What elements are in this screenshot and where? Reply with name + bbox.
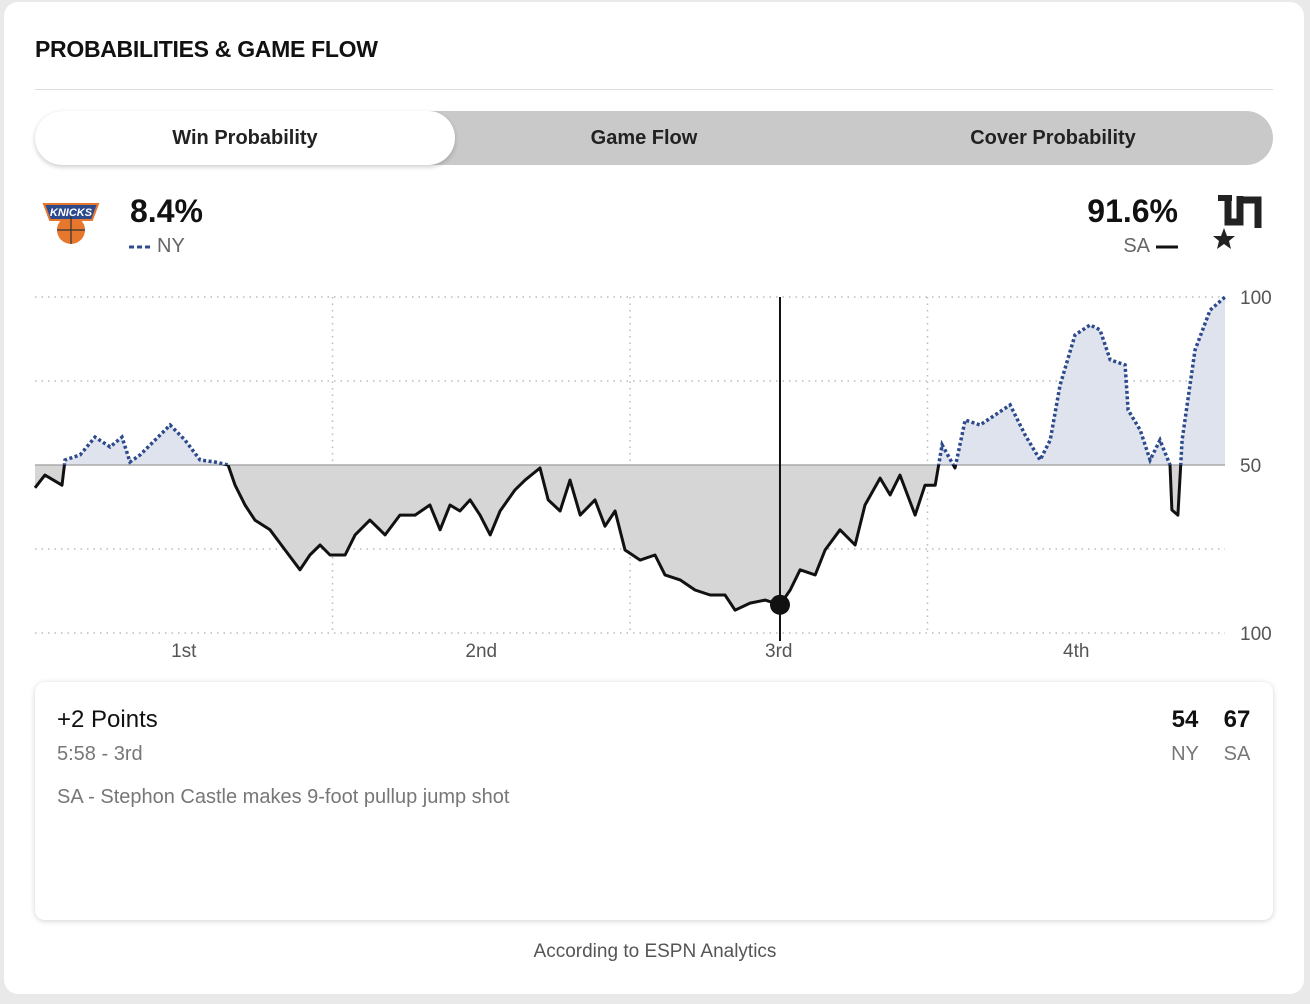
score-team: SA xyxy=(1223,743,1251,765)
y-tick-label: 100 xyxy=(1240,624,1272,645)
x-tick-label: 3rd xyxy=(765,641,792,662)
tab[interactable]: Game Flow xyxy=(590,127,698,149)
ny-logo: KNICKS xyxy=(42,203,100,244)
play-time: 5:58 - 3rd xyxy=(57,743,143,765)
tab[interactable]: Cover Probability xyxy=(970,127,1136,149)
ny-area xyxy=(35,297,1225,465)
sa-legend-swatch xyxy=(1156,245,1178,249)
score: 67 xyxy=(1223,706,1251,733)
widget-title: PROBABILITIES & GAME FLOW xyxy=(35,36,378,62)
tab-bar: Win Probability Game Flow Cover Probabil… xyxy=(35,111,1273,165)
team-probability: 91.6% xyxy=(1087,193,1178,229)
x-tick-label: 2nd xyxy=(465,641,497,662)
win-probability-chart: 100 50 100 1st 2nd 3rd 4th xyxy=(33,288,1272,662)
selected-play-marker xyxy=(769,594,790,615)
play-description: SA - Stephon Castle makes 9-foot pullup … xyxy=(57,786,510,808)
tab[interactable]: Win Probability xyxy=(35,111,455,165)
svg-text:KNICKS: KNICKS xyxy=(50,207,93,219)
team-probability: 8.4% xyxy=(130,193,203,229)
team-abbr: NY xyxy=(157,235,185,257)
score-team: NY xyxy=(1171,743,1199,765)
x-tick-label: 1st xyxy=(171,641,197,662)
sa-logo xyxy=(1213,195,1262,249)
team-abbr: SA xyxy=(1123,235,1150,257)
play-title: +2 Points xyxy=(57,706,158,733)
ny-legend-swatch xyxy=(129,245,151,249)
x-tick-label: 4th xyxy=(1063,641,1089,662)
sa-area xyxy=(35,465,1225,611)
play-card: +2 Points 5:58 - 3rd SA - Stephon Castle… xyxy=(35,682,1273,920)
divider xyxy=(35,89,1273,90)
footer-note: According to ESPN Analytics xyxy=(533,941,777,962)
y-tick-label: 100 xyxy=(1240,288,1272,309)
score: 54 xyxy=(1171,706,1199,733)
sa-line xyxy=(33,465,1183,612)
y-tick-label: 50 xyxy=(1240,456,1261,477)
